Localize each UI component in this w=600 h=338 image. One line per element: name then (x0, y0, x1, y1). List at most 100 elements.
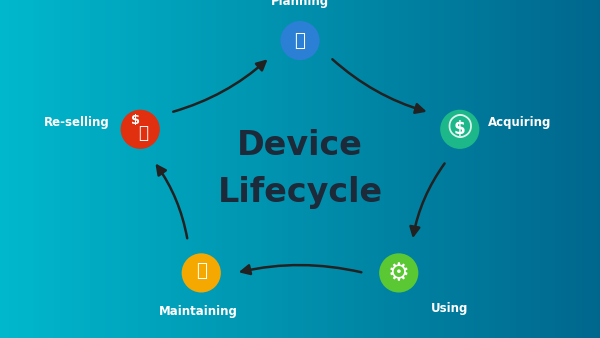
Bar (270, 0, 273, 338)
Text: 🧍: 🧍 (139, 124, 149, 142)
Bar (105, 0, 108, 338)
Bar (48, 0, 51, 338)
Bar (141, 0, 144, 338)
Bar (192, 0, 195, 338)
Bar (249, 0, 252, 338)
Bar (258, 0, 261, 338)
Text: ⚙: ⚙ (388, 261, 410, 285)
Bar (207, 0, 210, 338)
Bar (531, 0, 534, 338)
Bar (231, 0, 234, 338)
Bar (264, 0, 267, 338)
Bar (72, 0, 75, 338)
Bar (564, 0, 567, 338)
Bar (420, 0, 423, 338)
Bar (57, 0, 60, 338)
Bar (0, 0, 3, 338)
Bar (459, 0, 462, 338)
Bar (213, 0, 216, 338)
Bar (165, 0, 168, 338)
Bar (240, 0, 243, 338)
Bar (159, 0, 162, 338)
Bar (108, 0, 111, 338)
Bar (384, 0, 387, 338)
Bar (570, 0, 573, 338)
Bar (480, 0, 483, 338)
Bar (66, 0, 69, 338)
Bar (9, 0, 12, 338)
Bar (216, 0, 219, 338)
Bar (246, 0, 249, 338)
Bar (282, 0, 285, 338)
Bar (18, 0, 21, 338)
Bar (222, 0, 225, 338)
Bar (210, 0, 213, 338)
Bar (477, 0, 480, 338)
Bar (387, 0, 390, 338)
Bar (381, 0, 384, 338)
Bar (237, 0, 240, 338)
Bar (408, 0, 411, 338)
Bar (405, 0, 408, 338)
Bar (549, 0, 552, 338)
Bar (63, 0, 66, 338)
Bar (351, 0, 354, 338)
Bar (30, 0, 33, 338)
Bar (279, 0, 282, 338)
Bar (417, 0, 420, 338)
Bar (378, 0, 381, 338)
Bar (516, 0, 519, 338)
Bar (447, 0, 450, 338)
Bar (162, 0, 165, 338)
Bar (330, 0, 333, 338)
Bar (183, 0, 186, 338)
Bar (87, 0, 90, 338)
Bar (528, 0, 531, 338)
Bar (33, 0, 36, 338)
Bar (363, 0, 366, 338)
Bar (75, 0, 78, 338)
Bar (78, 0, 81, 338)
Bar (300, 0, 303, 338)
Bar (561, 0, 564, 338)
Bar (120, 0, 123, 338)
Ellipse shape (182, 253, 221, 292)
Bar (534, 0, 537, 338)
Bar (597, 0, 600, 338)
Bar (345, 0, 348, 338)
Bar (27, 0, 30, 338)
Bar (423, 0, 426, 338)
Bar (303, 0, 306, 338)
Bar (519, 0, 522, 338)
Bar (147, 0, 150, 338)
Ellipse shape (440, 110, 479, 149)
Bar (327, 0, 330, 338)
Bar (450, 0, 453, 338)
Bar (90, 0, 93, 338)
Bar (537, 0, 540, 338)
Bar (234, 0, 237, 338)
Bar (36, 0, 39, 338)
Text: Device: Device (237, 129, 363, 162)
Text: 🔧: 🔧 (196, 262, 207, 280)
Text: Using: Using (431, 302, 469, 315)
Bar (552, 0, 555, 338)
Bar (285, 0, 288, 338)
Text: Lifecycle: Lifecycle (217, 176, 383, 209)
Bar (546, 0, 549, 338)
Bar (60, 0, 63, 338)
Bar (186, 0, 189, 338)
Bar (228, 0, 231, 338)
Bar (252, 0, 255, 338)
Bar (84, 0, 87, 338)
Bar (492, 0, 495, 338)
Bar (540, 0, 543, 338)
Bar (441, 0, 444, 338)
Bar (273, 0, 276, 338)
Bar (39, 0, 42, 338)
Bar (579, 0, 582, 338)
Bar (582, 0, 585, 338)
Bar (432, 0, 435, 338)
Bar (444, 0, 447, 338)
Ellipse shape (280, 21, 320, 60)
